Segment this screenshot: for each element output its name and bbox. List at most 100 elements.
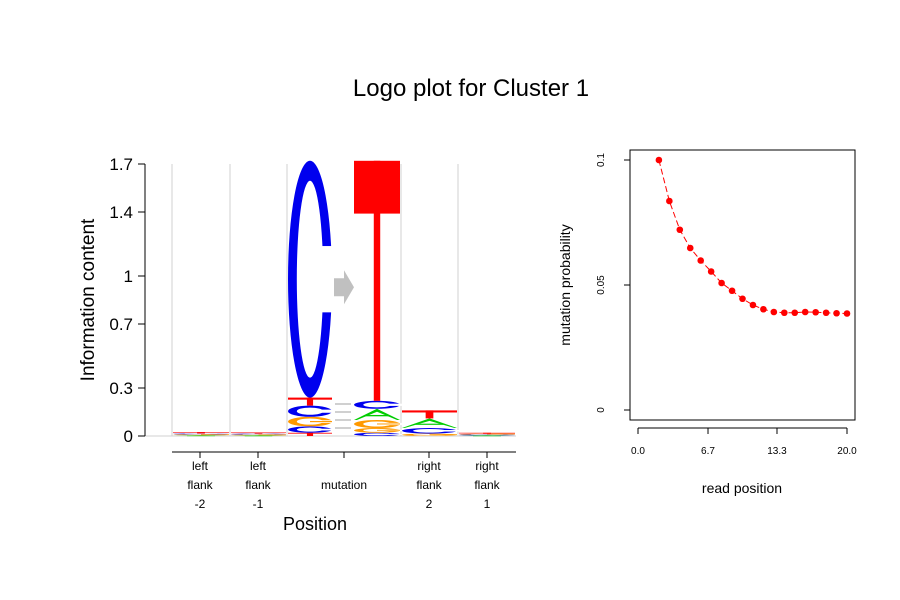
x-tick-label: left flank -1 (245, 459, 271, 511)
x-tick-label: 0.0 (631, 446, 645, 457)
x-tick-label-line: flank (187, 478, 213, 492)
data-point (749, 301, 757, 309)
x-tick-label-line: 2 (426, 497, 433, 511)
logo-letter-T (354, 160, 400, 401)
mutation-to-stack (353, 160, 403, 437)
y-tick-label: 0.3 (109, 379, 133, 398)
data-point (666, 197, 673, 205)
x-tick-label-line: -1 (253, 497, 264, 511)
logo-letter-G (231, 434, 290, 436)
x-tick-label-line: flank (245, 478, 271, 492)
data-point (686, 244, 694, 252)
logo-y-axis: 0 0.3 0.7 1 1.4 1.7 (109, 155, 146, 446)
data-point (676, 226, 684, 234)
data-point (833, 309, 840, 317)
logo-letter-C (353, 432, 403, 437)
prob-y-axis-label: mutation probability (557, 224, 573, 345)
logo-letters (173, 160, 519, 437)
logo-letter-C (288, 405, 335, 417)
position-stack (173, 432, 233, 437)
y-tick-label: 1.7 (109, 155, 133, 174)
prob-y-axis: 0 0.05 0.1 (596, 153, 630, 413)
logo-letter-G (459, 433, 519, 435)
figure-title: Logo plot for Cluster 1 (353, 75, 589, 102)
data-point (822, 309, 830, 317)
logo-letter-T (402, 410, 457, 419)
data-point (760, 305, 767, 313)
position-stack (402, 410, 461, 436)
y-tick-label: 0.7 (109, 315, 133, 334)
prob-x-axis: 0.0 6.7 13.3 20.0 (631, 427, 857, 457)
data-point (739, 295, 746, 303)
logo-y-axis-label: Information content (78, 218, 99, 381)
logo-letter-A (459, 435, 515, 437)
y-tick-label: 0 (596, 407, 607, 413)
logo-letter-C (173, 433, 233, 435)
y-tick-label: 0.05 (596, 275, 607, 295)
x-tick-label-line: left (192, 459, 209, 473)
prob-x-axis-label: read position (702, 480, 782, 496)
data-point (655, 156, 663, 164)
y-tick-label: 0.1 (596, 153, 607, 167)
x-tick-label-line: mutation (321, 478, 367, 492)
x-tick-label-line: flank (416, 478, 442, 492)
logo-letter-A (354, 408, 400, 420)
x-tick-label: right flank 2 (416, 459, 442, 511)
logo-letter-T (231, 432, 286, 434)
logo-letter-G (402, 433, 461, 436)
x-tick-label: left flank -2 (187, 459, 213, 511)
y-tick-label: 1 (124, 267, 133, 286)
position-stack (459, 432, 519, 437)
data-point (718, 279, 725, 287)
mutation-from-stack (288, 160, 335, 436)
logo-letter-G (288, 416, 335, 427)
logo-letter-C (353, 400, 403, 409)
x-tick-label-line: 1 (484, 497, 491, 511)
data-point (843, 310, 851, 317)
x-tick-label: mutation (321, 478, 367, 492)
data-point (707, 268, 715, 275)
logo-letter-T (288, 432, 332, 436)
logo-letter-C (288, 160, 335, 398)
x-tick-label-line: right (475, 459, 499, 473)
logo-letter-C (231, 433, 290, 435)
plot-frame (629, 149, 856, 421)
x-tick-label-line: -2 (195, 497, 206, 511)
x-tick-label-line: right (417, 459, 441, 473)
mutation-probability-plot: 0 0.05 0.1 0.0 6.7 13.3 20.0 mutation probabi… (557, 149, 857, 496)
y-tick-label: 1.4 (109, 203, 133, 222)
logo-letter-G (173, 434, 233, 436)
data-point (728, 287, 736, 295)
logo-letter-G (353, 427, 403, 433)
logo-letter-C (459, 434, 519, 436)
series-line (658, 159, 848, 314)
logo-letter-A (402, 418, 457, 428)
data-point (770, 308, 778, 316)
mutation-arrow (334, 270, 354, 305)
x-tick-label: 13.3 (767, 446, 787, 457)
x-tick-label-line: flank (474, 478, 500, 492)
position-stack (231, 432, 290, 437)
data-point (791, 309, 799, 317)
x-tick-label: right flank 1 (474, 459, 500, 511)
x-tick-label: 20.0 (837, 446, 857, 457)
logo-letter-T (288, 397, 332, 406)
x-tick-label-line: left (250, 459, 267, 473)
logo-letter-T (173, 432, 229, 434)
logo-letter-C (402, 428, 461, 434)
logo-letter-A (173, 435, 229, 437)
y-tick-label: 0 (124, 427, 133, 446)
logo-letter-T (459, 432, 515, 434)
x-tick-label: 6.7 (701, 446, 715, 457)
logo-letter-A (231, 435, 286, 437)
logo-x-axis-label: Position (283, 514, 347, 534)
data-point (801, 308, 809, 316)
logo-x-axis: left flank -2 left flank -1 mutation right flank… (172, 451, 516, 511)
data-point (781, 309, 788, 317)
logo-plot: 0 0.3 0.7 1 1.4 1.7 left flank -2 left flank -1 mut… (78, 155, 519, 534)
logo-letter-G (353, 419, 403, 429)
data-point (697, 257, 704, 264)
prob-series (655, 156, 851, 317)
data-point (812, 308, 819, 316)
